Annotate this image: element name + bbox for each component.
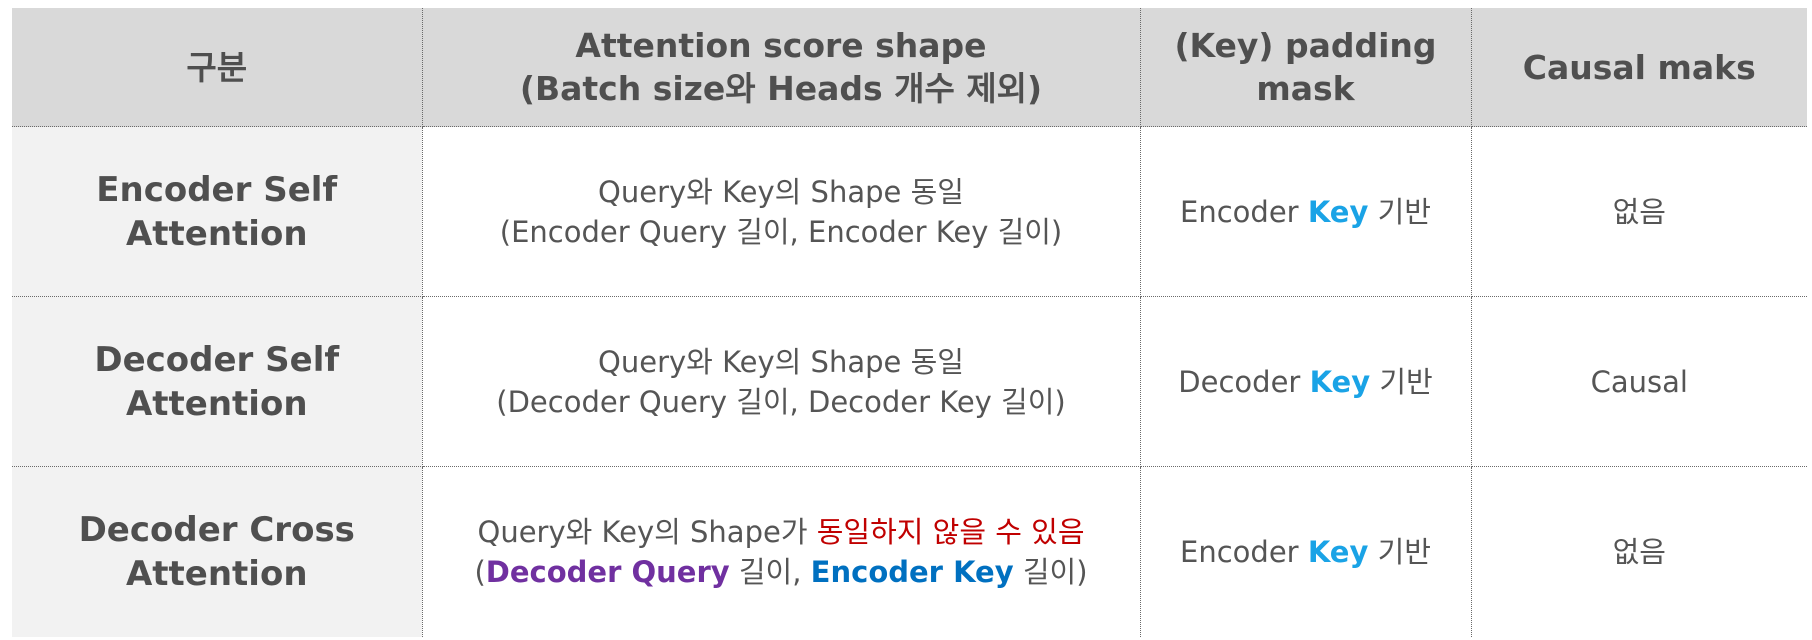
mask-key-highlight: Key [1307, 194, 1369, 229]
header-shape-line1: Attention score shape [575, 26, 987, 65]
shape-line1: Query와 Key의 Shape가 동일하지 않을 수 있음 [429, 512, 1134, 552]
table-row: Decoder Self Attention Query와 Key의 Shape… [12, 296, 1807, 467]
attention-comparison-table: 구분 Attention score shape (Batch size와 He… [12, 8, 1807, 637]
shape-line1: Query와 Key의 Shape 동일 [598, 344, 964, 379]
row-label-decoder-cross-attention: Decoder Cross Attention [12, 466, 423, 637]
mask-suffix: 기반 [1368, 194, 1431, 229]
causal-value: 없음 [1612, 194, 1666, 229]
shape-line2: (Encoder Query 길이, Encoder Key 길이) [499, 214, 1063, 249]
mask-prefix: Encoder [1180, 194, 1308, 229]
header-padding-line1: (Key) padding [1174, 26, 1437, 65]
mask-key-highlight: Key [1309, 364, 1371, 399]
header-padding-line2: mask [1256, 69, 1355, 108]
decoder-query-highlight: Decoder Query [485, 554, 730, 589]
mask-key-highlight: Key [1307, 534, 1369, 569]
header-row: 구분 Attention score shape (Batch size와 He… [12, 8, 1807, 127]
mask-prefix: Decoder [1178, 364, 1310, 399]
shape-line2-close: 길이) [1013, 554, 1088, 589]
header-padding-mask: (Key) padding mask [1139, 8, 1472, 127]
causal-value: Causal [1590, 364, 1688, 399]
header-category-label: 구분 [186, 47, 248, 87]
shape-line1: Query와 Key의 Shape 동일 [598, 174, 964, 209]
cell-padding-mask: Encoder Key 기반 [1139, 466, 1472, 637]
header-causal-label: Causal maks [1522, 47, 1756, 87]
shape-line2: (Decoder Query 길이, Decoder Key 길이) [496, 384, 1066, 419]
row-label-decoder-self-attention: Decoder Self Attention [12, 296, 423, 467]
row-label-line2: Attention [125, 553, 308, 594]
padding-mask-text: Encoder Key 기반 [1147, 532, 1465, 572]
row-label-line1: Encoder Self [96, 169, 338, 210]
header-shape-line2: (Batch size와 Heads 개수 제외) [519, 69, 1043, 108]
causal-value: 없음 [1612, 534, 1666, 569]
cell-causal-mask: 없음 [1470, 126, 1807, 297]
row-label-line1: Decoder Self [94, 339, 340, 380]
encoder-key-highlight: Encoder Key [810, 554, 1014, 589]
cell-shape: Query와 Key의 Shape가 동일하지 않을 수 있음 (Decoder… [421, 466, 1141, 637]
cell-shape: Query와 Key의 Shape 동일 (Decoder Query 길이, … [421, 296, 1141, 467]
mask-suffix: 기반 [1370, 364, 1433, 399]
shape-paren-open: ( [474, 554, 486, 589]
padding-mask-text: Decoder Key 기반 [1147, 362, 1465, 402]
cell-causal-mask: 없음 [1470, 466, 1807, 637]
row-label-line2: Attention [125, 383, 308, 424]
cell-shape: Query와 Key의 Shape 동일 (Encoder Query 길이, … [421, 126, 1141, 297]
shape-line2-mid: 길이, [729, 554, 811, 589]
row-label-encoder-self-attention: Encoder Self Attention [12, 126, 423, 297]
row-label-line1: Decoder Cross [78, 509, 355, 550]
mask-suffix: 기반 [1368, 534, 1431, 569]
header-causal-mask: Causal maks [1470, 8, 1807, 127]
cell-padding-mask: Decoder Key 기반 [1139, 296, 1472, 467]
header-category: 구분 [12, 8, 423, 127]
cell-causal-mask: Causal [1470, 296, 1807, 467]
table-row: Decoder Cross Attention Query와 Key의 Shap… [12, 466, 1807, 637]
cell-padding-mask: Encoder Key 기반 [1139, 126, 1472, 297]
mask-prefix: Encoder [1180, 534, 1308, 569]
shape-line2: (Decoder Query 길이, Encoder Key 길이) [429, 552, 1134, 592]
shape-line1-plain: Query와 Key의 Shape가 [477, 514, 817, 549]
row-label-line2: Attention [125, 213, 308, 254]
header-attention-score-shape: Attention score shape (Batch size와 Heads… [421, 8, 1141, 127]
padding-mask-text: Encoder Key 기반 [1147, 192, 1465, 232]
table-row: Encoder Self Attention Query와 Key의 Shape… [12, 126, 1807, 297]
shape-line1-warning: 동일하지 않을 수 있음 [816, 514, 1085, 549]
